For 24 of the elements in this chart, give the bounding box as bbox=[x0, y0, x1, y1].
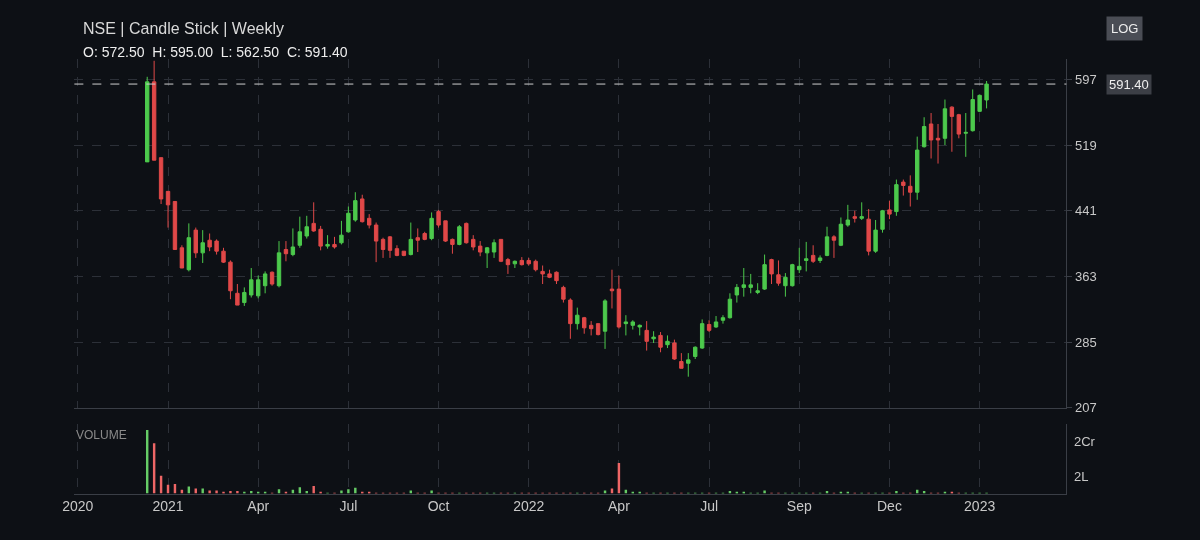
y-tick-label: 441 bbox=[1074, 203, 1097, 219]
y-tick-label: 207 bbox=[1074, 400, 1097, 416]
y-tick-label: 597 bbox=[1074, 71, 1097, 87]
x-tick-label: Dec bbox=[877, 498, 902, 515]
y-tick-label: 285 bbox=[1074, 334, 1097, 350]
y-tick-label: 363 bbox=[1074, 269, 1097, 284]
ref-line-label: 591.40 bbox=[1109, 77, 1149, 92]
x-tick-label: Jul bbox=[700, 498, 719, 515]
text: LOG bbox=[1111, 21, 1139, 36]
x-tick-label: Apr bbox=[608, 498, 631, 515]
y-tick-label: 519 bbox=[1074, 137, 1097, 153]
text: 2L bbox=[1074, 469, 1089, 484]
x-tick-label: 2023 bbox=[964, 498, 996, 515]
chart-subtitle: O: 572.50 H: 595.00 L: 562.50 C: 591.40 bbox=[83, 44, 348, 60]
x-tick-label: Sep bbox=[786, 498, 812, 515]
x-tick-label: Jul bbox=[339, 498, 358, 515]
x-tick-label: 2022 bbox=[513, 498, 545, 515]
x-tick-label: 2021 bbox=[152, 498, 184, 515]
chart-title: NSE | Candle Stick | Weekly bbox=[83, 20, 284, 37]
text: 2Cr bbox=[1074, 434, 1096, 449]
x-tick-label: 2020 bbox=[62, 498, 94, 515]
x-tick-label: Apr bbox=[247, 498, 270, 515]
chart-title: VOLUME bbox=[76, 428, 127, 442]
x-tick-label: Oct bbox=[427, 498, 450, 515]
